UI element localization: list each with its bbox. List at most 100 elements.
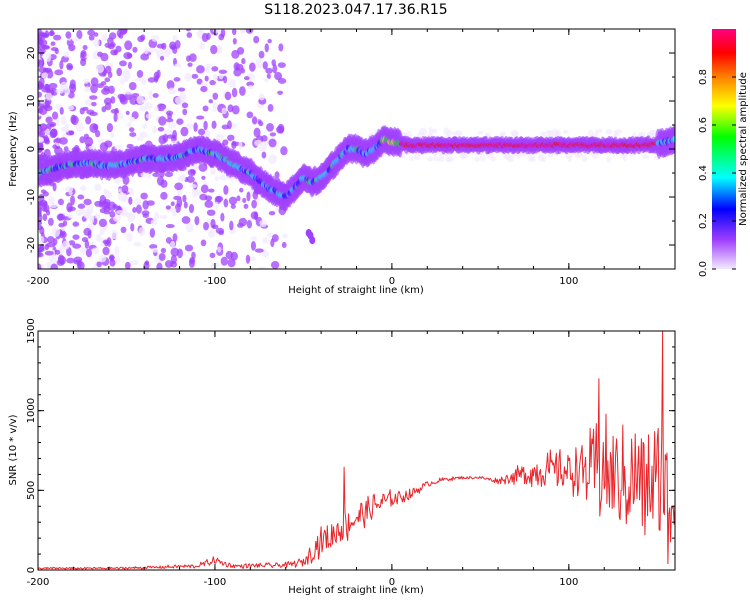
noise-cell xyxy=(43,204,50,213)
noise-cell xyxy=(218,73,224,80)
noise-cell xyxy=(251,116,258,125)
noise-cell xyxy=(268,138,277,148)
noise-cell xyxy=(185,222,194,233)
noise-cell xyxy=(116,67,122,77)
noise-cell xyxy=(219,173,228,181)
noise-cell xyxy=(281,241,287,248)
noise-cell xyxy=(172,45,178,54)
y-tick-label: 0 xyxy=(26,567,37,573)
noise-cell xyxy=(172,233,178,242)
noise-cell xyxy=(49,203,58,209)
noise-cell xyxy=(176,118,184,125)
noise-cell xyxy=(253,35,260,44)
noise-cell xyxy=(38,105,48,115)
noise-cell xyxy=(39,39,48,47)
noise-cell xyxy=(239,187,244,193)
noise-cell xyxy=(59,60,64,70)
noise-cell xyxy=(214,202,220,211)
noise-cell xyxy=(55,137,62,144)
noise-cell xyxy=(264,43,269,53)
noise-cell xyxy=(243,76,250,81)
noise-cell xyxy=(63,51,70,58)
noise-cell xyxy=(102,239,111,245)
noise-cell xyxy=(215,133,225,142)
noise-cell xyxy=(177,175,186,182)
noise-cell xyxy=(246,111,254,119)
noise-cell xyxy=(218,33,225,41)
noise-cell xyxy=(156,262,163,269)
noise-cell xyxy=(605,129,613,135)
x-tick-label: -200 xyxy=(27,276,50,287)
noise-cell xyxy=(38,246,45,252)
noise-cell xyxy=(109,259,116,267)
noise-cell xyxy=(187,62,193,67)
noise-cell xyxy=(174,63,182,68)
noise-cell xyxy=(541,155,546,163)
noise-cell xyxy=(245,29,254,34)
noise-cell xyxy=(59,107,64,115)
noise-cell xyxy=(223,185,229,195)
noise-cell xyxy=(103,205,111,212)
noise-cell xyxy=(173,77,181,82)
noise-cell xyxy=(170,254,177,264)
noise-cell xyxy=(177,87,186,92)
noise-cell xyxy=(166,80,175,90)
noise-cell xyxy=(218,69,228,74)
noise-cell xyxy=(63,146,69,152)
noise-cell xyxy=(173,195,182,201)
noise-cell xyxy=(102,201,111,208)
noise-cell xyxy=(255,58,263,69)
noise-cell xyxy=(196,115,205,120)
colorbar-tick-label: 0.4 xyxy=(698,165,709,181)
noise-cell xyxy=(88,34,95,41)
noise-cell xyxy=(254,248,264,253)
noise-cell xyxy=(188,203,195,214)
noise-cell xyxy=(91,247,100,255)
noise-cell xyxy=(207,228,215,238)
noise-cell xyxy=(242,197,247,203)
x-tick-label: 0 xyxy=(389,276,395,287)
noise-cell xyxy=(138,105,148,112)
noise-cell xyxy=(176,248,183,259)
noise-cell xyxy=(128,127,135,133)
noise-cell xyxy=(246,191,251,202)
colorbar-tick-label: 0.8 xyxy=(698,69,709,85)
noise-cell xyxy=(111,230,118,240)
noise-cell xyxy=(182,194,187,203)
noise-cell xyxy=(71,36,80,42)
noise-cell xyxy=(91,101,97,107)
noise-cell xyxy=(258,121,264,127)
noise-cell xyxy=(474,156,480,162)
noise-cell xyxy=(182,108,188,116)
noise-cell xyxy=(211,224,219,230)
noise-cell xyxy=(159,103,167,110)
noise-cell xyxy=(169,207,177,213)
noise-cell xyxy=(166,118,174,123)
noise-cell xyxy=(220,256,228,266)
noise-cell xyxy=(191,187,199,198)
noise-cell xyxy=(214,176,220,182)
noise-cell xyxy=(269,132,277,137)
y-tick-label: 10 xyxy=(26,95,37,108)
spectrogram-y-axis-label: Frequency (Hz) xyxy=(8,111,19,187)
noise-cell xyxy=(132,206,137,213)
noise-cell xyxy=(48,254,58,264)
noise-cell xyxy=(58,213,64,221)
noise-cell xyxy=(119,29,128,35)
noise-cell xyxy=(167,112,172,120)
noise-cell xyxy=(51,111,59,120)
noise-cell xyxy=(170,201,175,207)
noise-cell xyxy=(266,122,274,132)
noise-cell xyxy=(104,140,113,148)
noise-cell xyxy=(484,132,491,138)
noise-cell xyxy=(565,154,573,159)
noise-cell xyxy=(95,64,105,74)
noise-cell xyxy=(239,86,246,96)
noise-cell xyxy=(277,62,286,68)
noise-cell xyxy=(84,239,90,249)
noise-cell xyxy=(110,49,118,56)
noise-cell xyxy=(130,260,139,266)
noise-cell xyxy=(271,234,279,243)
x-tick-label: -200 xyxy=(27,577,50,588)
noise-cell xyxy=(262,237,269,244)
